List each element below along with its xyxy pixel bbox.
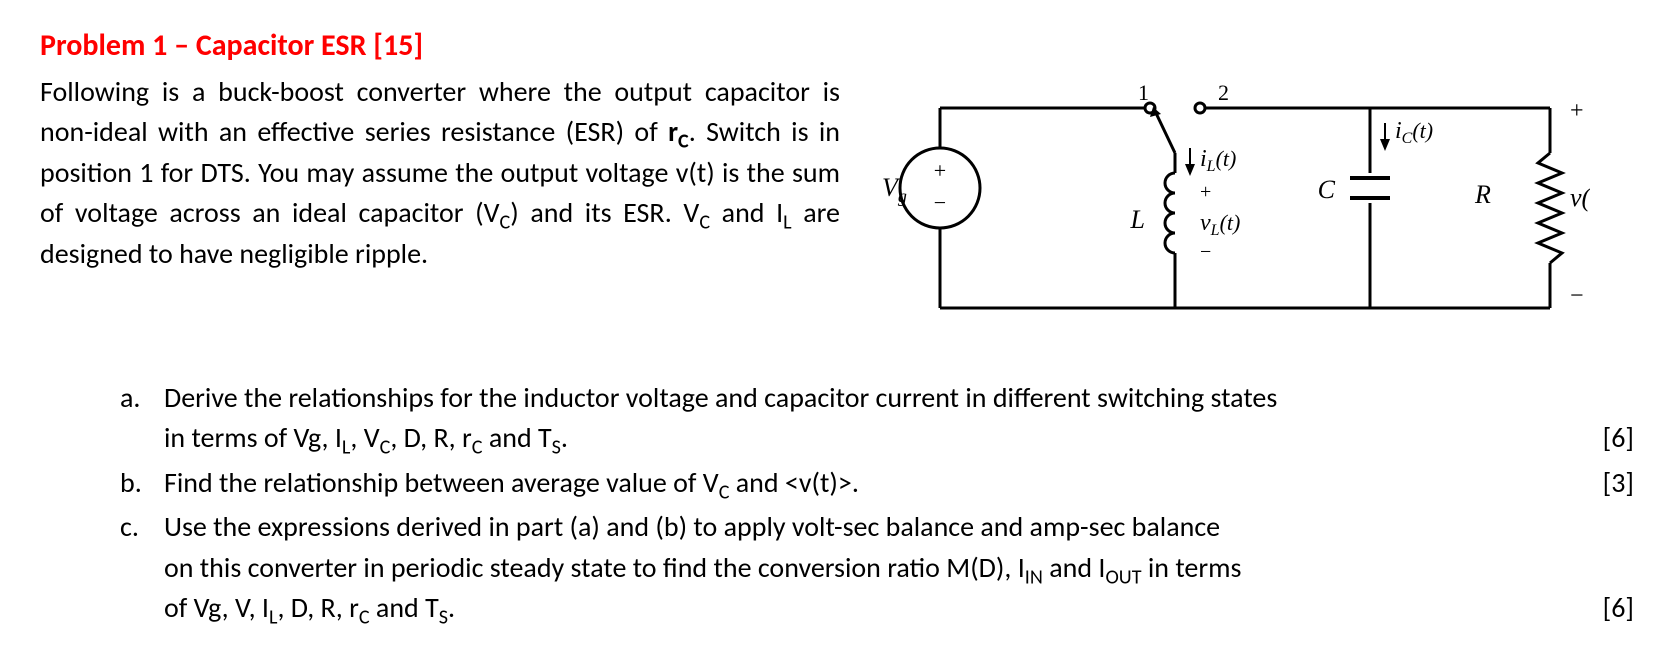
part-c-line2: on this converter in periodic steady sta… xyxy=(164,548,1634,589)
rc-bold: r xyxy=(668,114,678,149)
part-a: a. Derive the relationships for the indu… xyxy=(120,378,1634,459)
ic-label: iC(t) xyxy=(1395,118,1433,147)
part-b-points: [3] xyxy=(1583,463,1634,504)
l-label: L xyxy=(1130,205,1145,234)
part-b: b. Find the relationship between average… xyxy=(120,463,1634,504)
intro-text-3: ) and its ESR. V xyxy=(510,195,699,230)
part-a-letter: a. xyxy=(120,378,164,419)
vl-minus: − xyxy=(1200,241,1211,263)
intro-section: Following is a buck-boost converter wher… xyxy=(40,72,1634,338)
rc-sub: C xyxy=(678,130,689,154)
part-a-line1: Derive the relationships for the inducto… xyxy=(164,378,1634,419)
vt-minus: − xyxy=(1570,283,1584,309)
vt-plus: + xyxy=(1570,98,1584,124)
circuit-svg: + − Vg 1 2 L iL(t) + − vL(t) C xyxy=(870,78,1590,338)
part-c-points: [6] xyxy=(1583,588,1634,629)
parts-list: a. Derive the relationships for the indu… xyxy=(40,378,1634,630)
vl-plus: + xyxy=(1200,181,1211,203)
vt-label: v(t) xyxy=(1570,183,1590,212)
c-label: C xyxy=(1318,175,1336,204)
part-b-letter: b. xyxy=(120,463,164,504)
vc-sub-2: C xyxy=(699,211,710,235)
il-sub: L xyxy=(783,211,791,235)
switch-pos-2: 2 xyxy=(1218,80,1229,105)
part-b-line1: Find the relationship between average va… xyxy=(164,463,1583,504)
part-c: c. Use the expressions derived in part (… xyxy=(120,507,1634,629)
intro-paragraph: Following is a buck-boost converter wher… xyxy=(40,72,840,275)
source-plus: + xyxy=(934,158,946,183)
r-label: R xyxy=(1474,180,1491,209)
switch-pos-1: 1 xyxy=(1138,80,1149,105)
part-a-line2: in terms of Vg, IL, VC, D, R, rC and TS. xyxy=(164,418,1583,459)
circuit-diagram: + − Vg 1 2 L iL(t) + − vL(t) C xyxy=(870,72,1590,338)
il-label: iL(t) xyxy=(1200,146,1236,175)
part-c-letter: c. xyxy=(120,507,164,548)
part-c-line3: of Vg, V, IL, D, R, rC and TS. xyxy=(164,588,1583,629)
part-c-line1: Use the expressions derived in part (a) … xyxy=(164,507,1634,548)
vc-sub-1: C xyxy=(500,211,511,235)
problem-title: Problem 1 – Capacitor ESR [15] xyxy=(40,24,1634,68)
vl-label: vL(t) xyxy=(1200,210,1240,239)
part-a-points: [6] xyxy=(1583,418,1634,459)
intro-text-4: and I xyxy=(710,195,783,230)
source-minus: − xyxy=(934,190,946,215)
